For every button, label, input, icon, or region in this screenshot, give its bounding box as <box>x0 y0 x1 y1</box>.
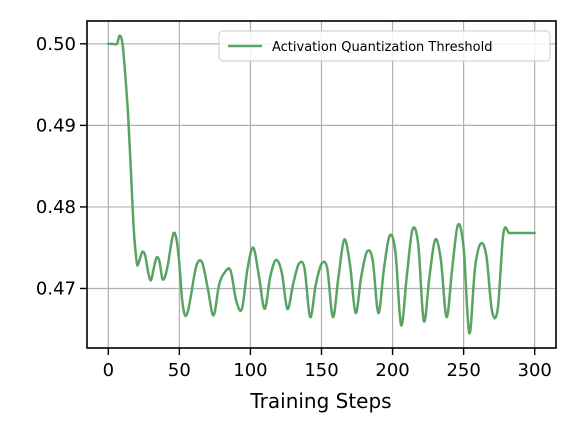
y-tick-label: 0.49 <box>36 115 76 136</box>
y-tick-label: 0.50 <box>36 34 76 55</box>
axis-ticks: 0 50 100 150 200 250 300 0.47 0.48 0.49 0.50 <box>36 34 552 381</box>
y-tick-label: 0.48 <box>36 197 76 218</box>
x-tick-label: 200 <box>375 360 409 381</box>
grid-lines <box>87 21 556 348</box>
series-layer <box>107 34 536 335</box>
x-tick-label: 150 <box>304 360 338 381</box>
x-tick-label: 250 <box>446 360 480 381</box>
x-tick-label: 300 <box>518 360 552 381</box>
x-tick-label: 0 <box>103 360 114 381</box>
series-line <box>107 34 536 335</box>
legend-label: Activation Quantization Threshold <box>272 40 493 55</box>
legend-box <box>218 30 551 62</box>
x-axis-title: Training Steps <box>249 389 391 413</box>
x-tick-label: 50 <box>168 360 191 381</box>
x-tick-label: 100 <box>233 360 267 381</box>
y-tick-label: 0.47 <box>36 278 76 299</box>
legend: Activation Quantization Threshold <box>218 30 551 62</box>
